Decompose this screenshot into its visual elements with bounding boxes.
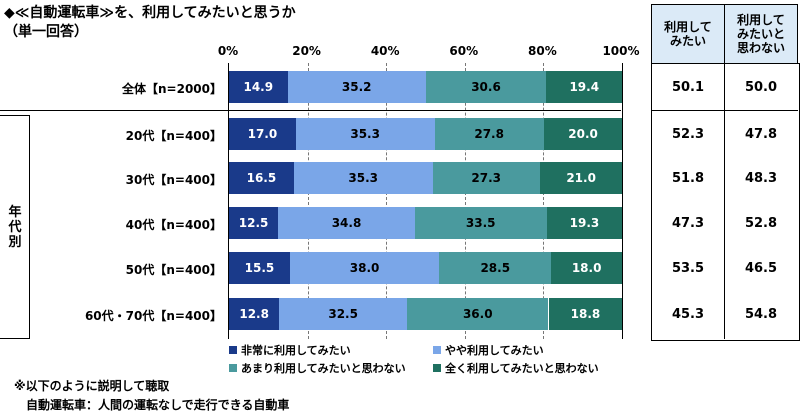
bar-segment: 14.9 [229,71,288,103]
not-want-total-value: 47.8 [744,127,778,142]
group-separator [0,110,621,111]
not-want-total-value: 46.5 [744,261,778,276]
grid-line [543,63,545,339]
bar-segment: 30.6 [425,71,547,103]
legend-label: やや利用してみたい [445,344,544,357]
want-total-value: 51.8 [671,171,705,186]
not-want-header-text: 利用して みたいと 思わない [736,13,785,55]
want-total-value: 45.3 [671,307,705,322]
legend-label: 全く利用してみたいと思わない [445,362,599,375]
stacked-bar: 14.9 35.2 30.6 19.4 [229,71,623,103]
chart-title: ◆≪自動運転車≫を、利用してみたいと思うか [4,5,296,21]
want-total-value: 47.3 [671,216,705,231]
bar-segment: 35.3 [295,118,435,150]
bar-segment: 21.0 [539,162,623,194]
totals-separator [651,110,798,111]
not-want-total-value: 54.8 [744,307,778,322]
not-want-total-value: 48.3 [744,171,778,186]
legend-swatch [229,364,237,372]
legend-swatch [433,346,441,354]
want-header: 利用して みたい [651,4,725,64]
x-tick-label: 80% [528,44,557,58]
bar-segment: 18.0 [551,252,622,284]
x-tick-label: 40% [370,44,400,58]
bar-segment: 12.5 [229,207,279,239]
category-label: 60代・70代【n=400】 [84,309,222,323]
legend-swatch [229,346,237,354]
note-line-2: 自動運転車：人間の運転なしで走行できる自動車 [26,398,290,412]
want-total-value: 50.1 [671,80,705,95]
category-label: 20代【n=400】 [125,129,222,143]
bar-segment: 20.0 [543,118,623,150]
legend-item: あまり利用してみたいと思わない [229,360,406,376]
bar-segment: 19.3 [546,207,623,239]
chart-subtitle: （単一回答） [4,24,88,40]
want-header-text: 利用して みたい [664,20,712,48]
legend-label: 非常に利用してみたい [241,344,351,357]
x-tick-label: 100% [602,44,640,58]
category-label: 30代【n=400】 [125,173,222,187]
bar-segment: 15.5 [229,252,290,284]
not-want-total-value: 50.0 [744,80,778,95]
category-label: 40代【n=400】 [125,218,222,232]
stacked-bar: 16.5 35.3 27.3 21.0 [229,162,623,194]
not-want-header: 利用して みたいと 思わない [724,4,798,64]
bar-segment: 12.8 [229,298,280,330]
plot-area: 14.9 35.2 30.6 19.4 17.0 35.3 27.8 20.0 16.5 35.3… [228,63,623,339]
bar-segment: 17.0 [229,118,296,150]
grid-line [464,63,466,339]
bar-segment: 32.5 [279,298,408,330]
grid-line [307,63,309,339]
bar-segment: 18.8 [548,298,623,330]
want-total-value: 52.3 [671,127,705,142]
legend-label: あまり利用してみたいと思わない [241,362,406,375]
x-tick-label: 60% [449,44,479,58]
stacked-bar: 15.5 38.0 28.5 18.0 [229,252,622,284]
not-want-total-value: 52.8 [744,216,778,231]
stacked-bar: 17.0 35.3 27.8 20.0 [229,118,623,150]
stacked-bar: 12.5 34.8 33.5 19.3 [229,207,623,239]
age-group-label: 年代別 [8,205,22,250]
bar-segment: 36.0 [407,298,549,330]
bar-segment: 19.4 [546,71,623,103]
legend-swatch [433,364,441,372]
bar-segment: 27.8 [434,118,544,150]
legend-item: 非常に利用してみたい [229,342,351,358]
totals-divider [724,63,725,339]
want-total-value: 53.5 [671,261,705,276]
bar-segment: 35.2 [287,71,426,103]
totals-table [651,63,800,341]
x-tick-label: 20% [292,44,321,58]
stacked-bar: 12.8 32.5 36.0 18.8 [229,298,623,330]
note-line-1: ※以下のように説明して聴取 [14,379,170,393]
category-label: 50代【n=400】 [125,263,222,277]
x-tick-label: 0% [217,44,239,58]
bar-segment: 33.5 [414,207,547,239]
grid-line [386,63,388,339]
bar-segment: 35.3 [293,162,433,194]
age-group-bracket [0,115,30,339]
category-label: 全体【n=2000】 [122,82,222,96]
bar-segment: 38.0 [289,252,440,284]
bar-segment: 28.5 [439,252,552,284]
bar-segment: 27.3 [432,162,540,194]
legend-item: やや利用してみたい [433,342,544,358]
bar-segment: 16.5 [229,162,294,194]
bar-segment: 34.8 [278,207,415,239]
legend-item: 全く利用してみたいと思わない [433,360,599,376]
